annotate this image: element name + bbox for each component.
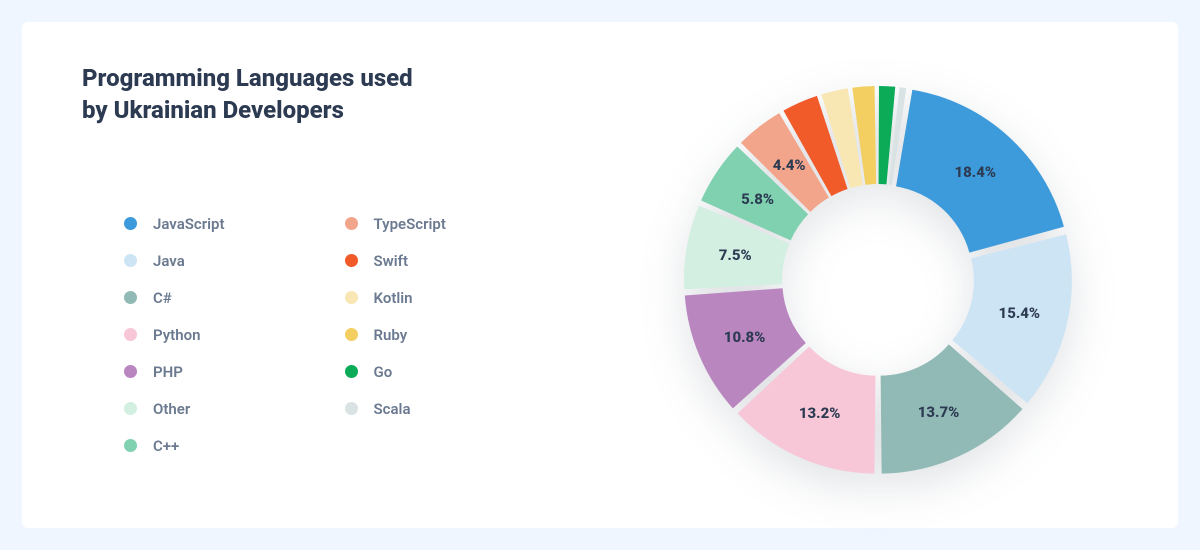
slice-label: 10.8% (724, 328, 766, 346)
legend-label: C++ (153, 437, 179, 455)
legend-label: Scala (374, 400, 411, 418)
title-line-1: Programming Languages used (82, 64, 413, 92)
legend: JavaScript Java C# Python PHP Other C++ TypeScr… (82, 215, 638, 455)
legend-item: Java (124, 252, 225, 270)
legend-dot-icon (124, 328, 137, 341)
legend-item: Go (345, 363, 446, 381)
slice-label: 13.7% (918, 403, 960, 421)
slice-label: 13.2% (799, 404, 841, 422)
right-panel: 18.4% 15.4% 13.7% 13.2% 10.8% 7.5% 5.8% 4.4% (638, 62, 1118, 498)
legend-label: Ruby (374, 326, 408, 344)
legend-dot-icon (345, 217, 358, 230)
legend-item: PHP (124, 363, 225, 381)
left-panel: Programming Languages used by Ukrainian … (82, 62, 638, 498)
legend-dot-icon (345, 402, 358, 415)
slice-label: 5.8% (741, 190, 774, 208)
legend-item: Scala (345, 400, 446, 418)
legend-label: Python (153, 326, 200, 344)
legend-item: TypeScript (345, 215, 446, 233)
legend-label: JavaScript (153, 215, 225, 233)
legend-item: Other (124, 400, 225, 418)
legend-column: JavaScript Java C# Python PHP Other C++ (124, 215, 225, 455)
legend-dot-icon (345, 254, 358, 267)
legend-item: C++ (124, 437, 225, 455)
legend-dot-icon (345, 291, 358, 304)
legend-dot-icon (124, 254, 137, 267)
legend-dot-icon (124, 439, 137, 452)
legend-label: Go (374, 363, 393, 381)
slice-label: 15.4% (999, 304, 1041, 322)
slice-label: 7.5% (719, 246, 752, 264)
legend-label: TypeScript (374, 215, 446, 233)
legend-item: Ruby (345, 326, 446, 344)
legend-dot-icon (124, 365, 137, 378)
legend-label: Java (153, 252, 185, 270)
legend-item: Python (124, 326, 225, 344)
legend-dot-icon (124, 402, 137, 415)
slice-label: 4.4% (773, 156, 806, 174)
legend-label: Other (153, 400, 190, 418)
legend-item: Kotlin (345, 289, 446, 307)
legend-label: Swift (374, 252, 409, 270)
slice-label: 18.4% (954, 163, 996, 181)
legend-column: TypeScript Swift Kotlin Ruby Go Scala (345, 215, 446, 455)
legend-label: Kotlin (374, 289, 413, 307)
title-line-2: by Ukrainian Developers (82, 96, 344, 124)
legend-item: C# (124, 289, 225, 307)
legend-dot-icon (124, 291, 137, 304)
legend-label: PHP (153, 363, 183, 381)
legend-item: JavaScript (124, 215, 225, 233)
legend-dot-icon (345, 328, 358, 341)
donut-chart: 18.4% 15.4% 13.7% 13.2% 10.8% 7.5% 5.8% 4.4% (678, 80, 1078, 480)
legend-item: Swift (345, 252, 446, 270)
legend-label: C# (153, 289, 172, 307)
chart-card: Programming Languages used by Ukrainian … (22, 22, 1178, 528)
legend-dot-icon (124, 217, 137, 230)
chart-title: Programming Languages used by Ukrainian … (82, 62, 638, 127)
legend-dot-icon (345, 365, 358, 378)
